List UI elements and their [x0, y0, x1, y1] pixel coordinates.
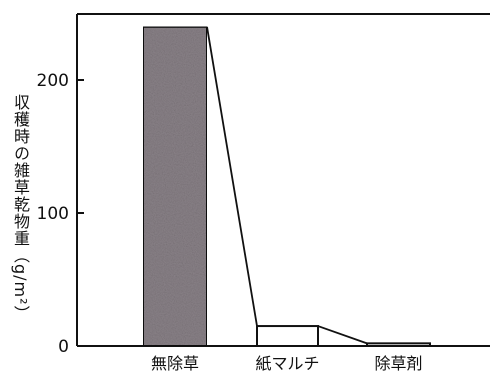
y-ticks: 0 100 200 — [37, 71, 84, 357]
y-tick-label: 0 — [58, 337, 69, 357]
y-tick-label: 200 — [37, 71, 69, 91]
connector-line — [317, 325, 368, 345]
axes — [76, 13, 490, 347]
y-axis-label: 収穫時の雑草乾物重（g/m²） — [11, 94, 30, 323]
bar — [366, 342, 431, 347]
connector-line — [206, 26, 258, 327]
x-category-label: 無除草 — [151, 354, 199, 373]
y-tick-label: 100 — [37, 204, 69, 224]
x-category-label: 紙マルチ — [255, 354, 319, 373]
connector-lines — [206, 26, 368, 345]
bars — [142, 25, 431, 348]
x-category-label: 除草剤 — [374, 354, 422, 373]
bar — [142, 25, 208, 348]
category-labels: 無除草 紙マルチ 除草剤 — [151, 354, 423, 373]
bar — [256, 325, 319, 347]
